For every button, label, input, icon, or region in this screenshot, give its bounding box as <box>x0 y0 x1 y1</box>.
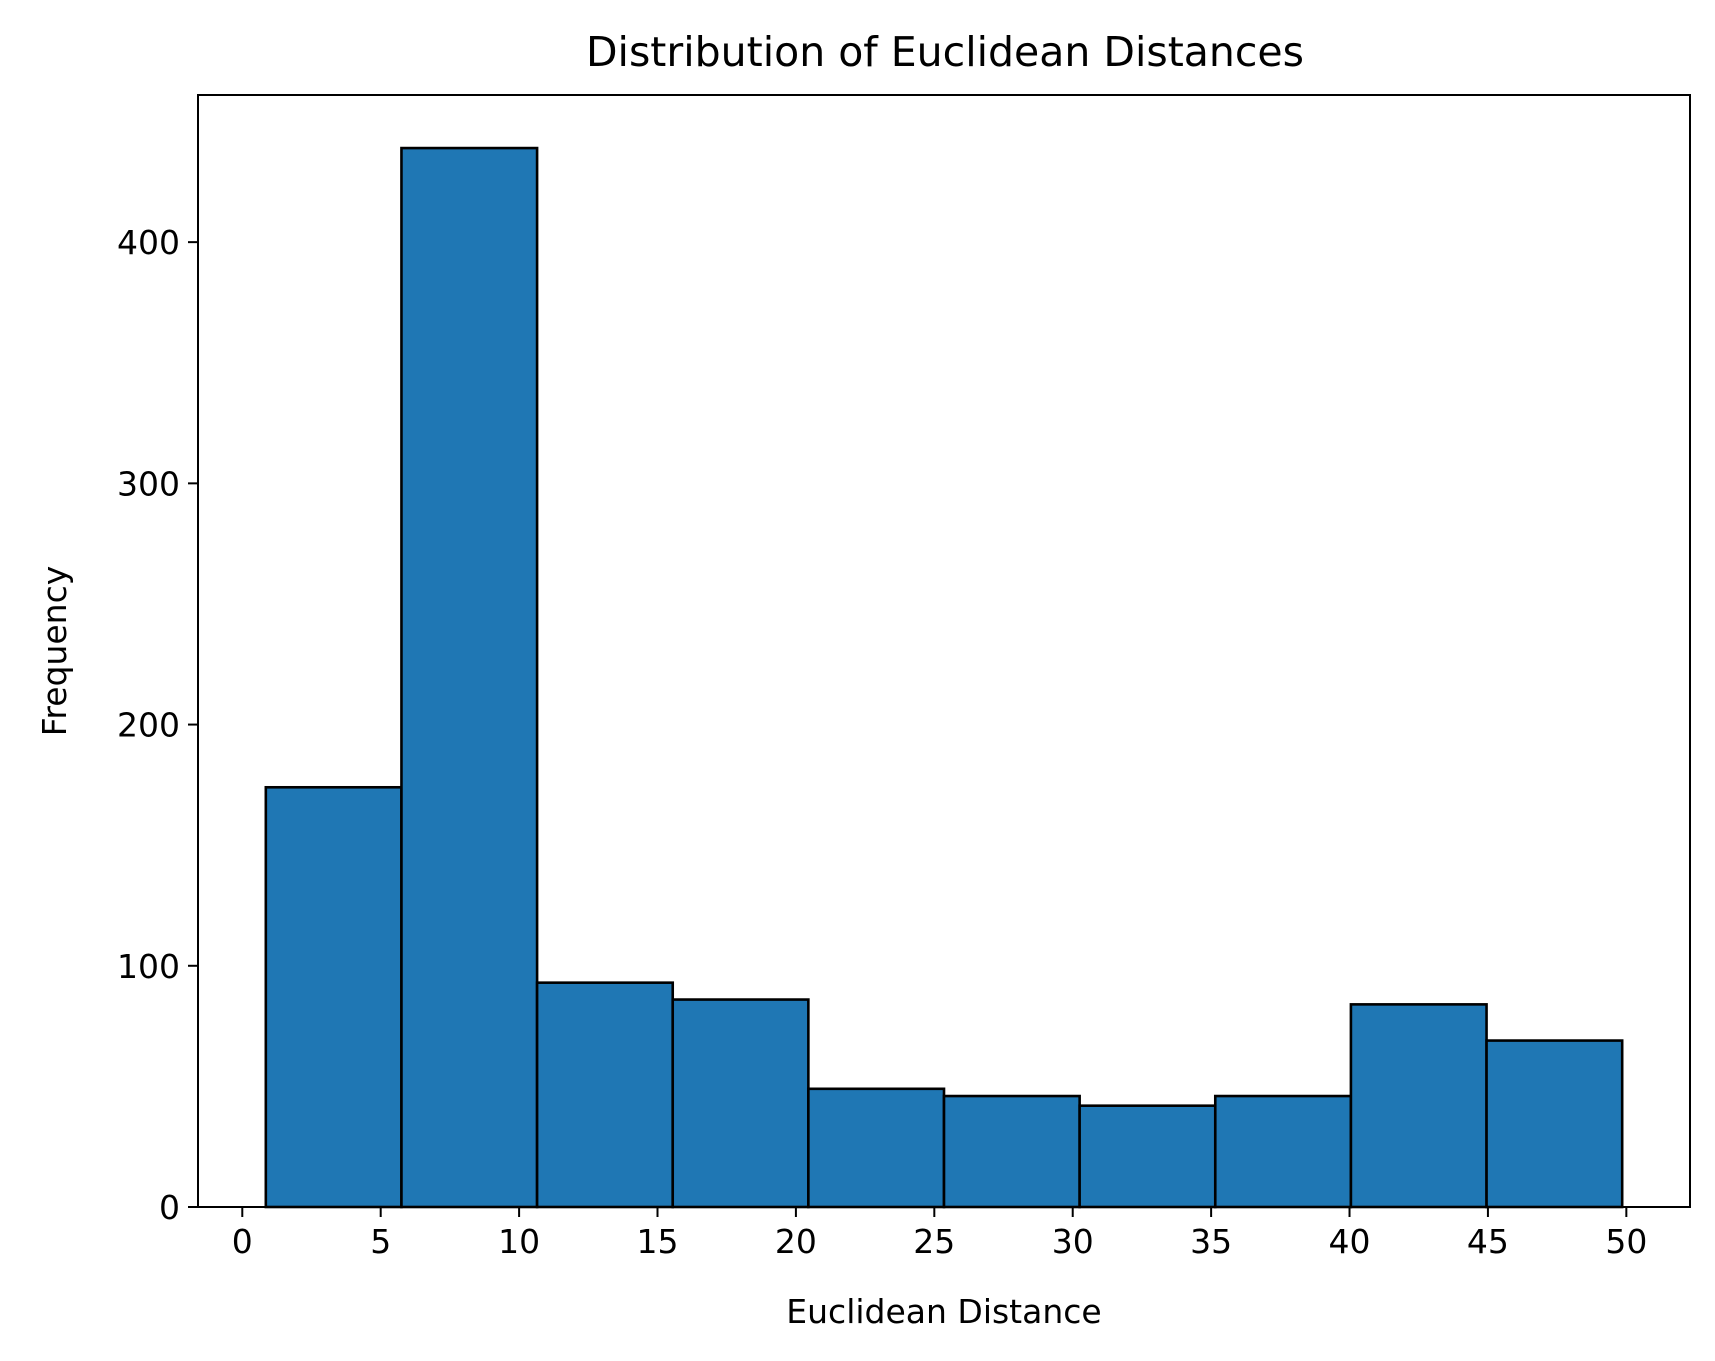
histogram-bar <box>1213 1094 1353 1209</box>
histogram-bar <box>671 998 810 1209</box>
plot-frame <box>197 94 1691 1208</box>
histogram-bar <box>1078 1104 1217 1209</box>
x-tick-label: 10 <box>498 1222 540 1261</box>
histogram-bar <box>1485 1039 1624 1209</box>
x-tick-label: 20 <box>775 1222 817 1261</box>
y-tick-label: 200 <box>117 706 180 745</box>
x-tick-label: 40 <box>1329 1222 1371 1261</box>
histogram-bar <box>1349 1003 1488 1209</box>
x-tick-label: 5 <box>370 1222 391 1261</box>
x-axis-ticks: 0 5 10 15 20 25 30 35 40 45 50 <box>232 1207 1647 1261</box>
chart-title: Distribution of Euclidean Distances <box>586 28 1304 76</box>
histogram-bar <box>807 1087 946 1209</box>
x-tick-label: 35 <box>1190 1222 1232 1261</box>
x-axis-label: Euclidean Distance <box>786 1292 1101 1331</box>
histogram-bar <box>400 146 539 1209</box>
x-tick-label: 15 <box>637 1222 679 1261</box>
x-tick-label: 50 <box>1605 1222 1647 1261</box>
y-axis-label: Frequency <box>35 566 74 736</box>
histogram-bar <box>942 1094 1081 1209</box>
y-tick-label: 400 <box>117 223 180 262</box>
y-tick-label: 300 <box>117 464 180 503</box>
x-tick-label: 0 <box>232 1222 253 1261</box>
histogram-bar <box>535 981 675 1209</box>
x-tick-label: 30 <box>1052 1222 1094 1261</box>
bars-layer <box>264 146 1624 1209</box>
histogram-bar <box>264 785 403 1209</box>
x-tick-label: 45 <box>1467 1222 1509 1261</box>
x-tick-label: 25 <box>913 1222 955 1261</box>
y-axis-ticks: 0 100 200 300 400 <box>117 223 198 1227</box>
y-tick-label: 100 <box>117 947 180 986</box>
y-tick-label: 0 <box>159 1188 180 1227</box>
